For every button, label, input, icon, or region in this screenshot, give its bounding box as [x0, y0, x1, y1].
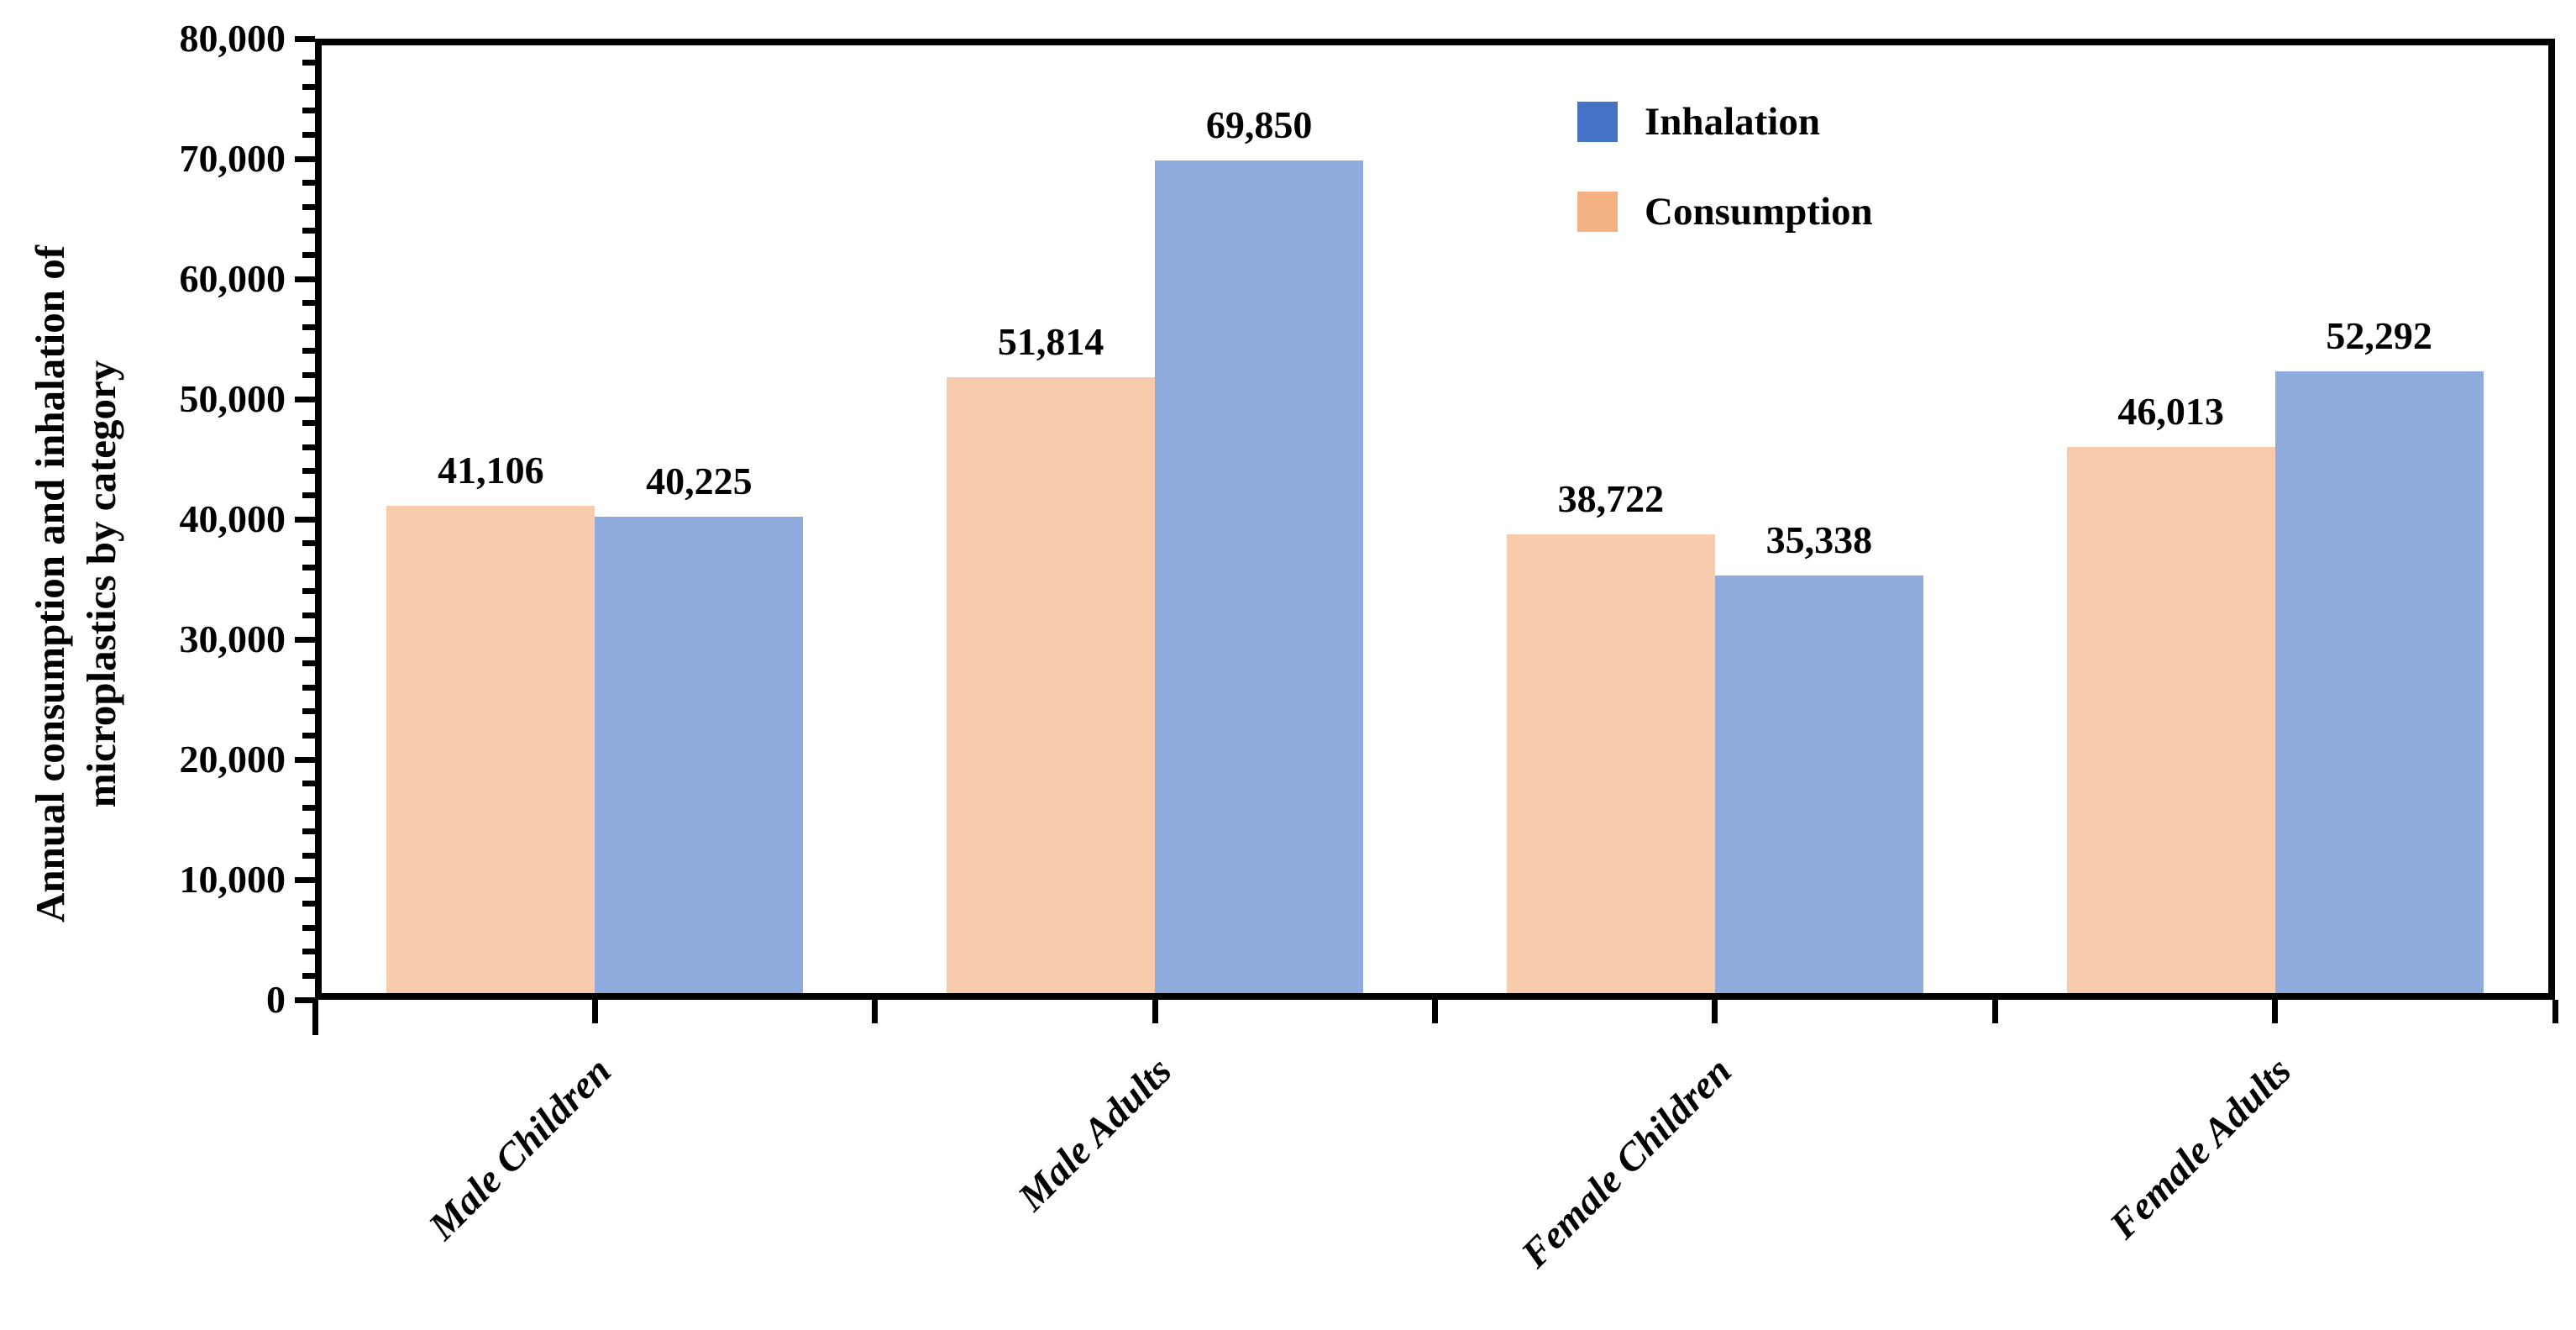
x-axis-tick: [2552, 1000, 2558, 1023]
value-label-consumption-3: 46,013: [2117, 390, 2224, 433]
y-tick-label: 20,000: [179, 738, 286, 781]
y-minor-tick: [302, 804, 315, 811]
y-minor-tick: [302, 612, 315, 618]
bar-inhalation-3: [2274, 371, 2484, 1000]
y-tick-label: 0: [266, 978, 286, 1021]
y-minor-tick: [302, 972, 315, 979]
y-tick-label: 40,000: [179, 497, 286, 540]
value-label-inhalation-0: 40,225: [646, 459, 753, 502]
y-major-tick: [295, 996, 315, 1003]
x-axis-tick: [312, 1000, 318, 1035]
legend-swatch-consumption: [1577, 192, 1618, 232]
y-tick-label: 60,000: [179, 257, 286, 300]
x-category-label-0: Male Children: [420, 1049, 620, 1249]
value-label-consumption-0: 41,106: [438, 449, 544, 492]
y-minor-tick: [302, 83, 315, 90]
bar-consumption-2: [1506, 534, 1715, 1000]
y-minor-tick: [302, 684, 315, 691]
y-minor-tick: [302, 492, 315, 498]
x-category-label-1: Male Adults: [1009, 1049, 1180, 1220]
y-tick-label: 30,000: [179, 618, 286, 660]
y-minor-tick: [302, 588, 315, 595]
y-tick-label: 70,000: [179, 137, 286, 180]
y-minor-tick: [302, 949, 315, 955]
x-axis-tick: [1152, 1000, 1158, 1023]
x-axis-tick: [1712, 1000, 1718, 1023]
bar-consumption-0: [386, 506, 595, 1000]
y-major-tick: [295, 155, 315, 162]
x-axis-tick: [1432, 1000, 1438, 1023]
legend: Inhalation Consumption: [1577, 101, 1873, 233]
y-minor-tick: [302, 131, 315, 138]
y-minor-tick: [302, 540, 315, 547]
y-minor-tick: [302, 660, 315, 667]
y-axis-title-line-2: microplastics by category: [78, 360, 124, 808]
y-minor-tick: [302, 924, 315, 931]
y-minor-tick: [302, 564, 315, 570]
y-major-tick: [295, 756, 315, 763]
y-minor-tick: [302, 203, 315, 210]
x-axis-tick: [591, 1000, 598, 1023]
y-minor-tick: [302, 444, 315, 450]
y-tick-label: 10,000: [179, 858, 286, 901]
x-category-label-2: Female Children: [1512, 1049, 1740, 1277]
y-tick-label: 50,000: [179, 377, 286, 420]
y-major-tick: [295, 876, 315, 883]
x-axis-tick: [2272, 1000, 2279, 1023]
y-minor-tick: [302, 348, 315, 355]
y-major-tick: [295, 276, 315, 282]
x-axis-tick: [872, 1000, 879, 1023]
y-minor-tick: [302, 901, 315, 907]
y-major-tick: [295, 396, 315, 402]
bar-consumption-1: [947, 377, 1156, 1000]
y-minor-tick: [302, 180, 315, 187]
legend-label: Inhalation: [1645, 100, 1820, 144]
legend-item-inhalation: Inhalation: [1577, 101, 1873, 143]
y-major-tick: [295, 35, 315, 42]
y-minor-tick: [302, 468, 315, 475]
y-minor-tick: [302, 828, 315, 835]
y-minor-tick: [302, 708, 315, 715]
y-major-tick: [295, 516, 315, 523]
value-label-consumption-2: 38,722: [1557, 477, 1665, 521]
y-minor-tick: [302, 420, 315, 427]
y-axis-title: Annual consumption and inhalation of mic…: [24, 245, 127, 923]
legend-swatch-inhalation: [1577, 102, 1618, 142]
legend-item-consumption: Consumption: [1577, 191, 1873, 233]
y-minor-tick: [302, 300, 315, 307]
bar-inhalation-0: [595, 516, 804, 1000]
value-label-inhalation-2: 35,338: [1765, 518, 1873, 561]
y-axis-title-line-1: Annual consumption and inhalation of: [27, 244, 73, 923]
bar-inhalation-2: [1714, 575, 1923, 1000]
y-minor-tick: [302, 781, 315, 787]
y-minor-tick: [302, 108, 315, 114]
legend-label: Consumption: [1645, 190, 1873, 234]
y-minor-tick: [302, 852, 315, 859]
bar-consumption-3: [2066, 447, 2275, 1000]
bar-inhalation-1: [1155, 160, 1364, 1000]
y-tick-label: 80,000: [179, 17, 286, 60]
y-minor-tick: [302, 732, 315, 739]
y-minor-tick: [302, 251, 315, 258]
y-minor-tick: [302, 228, 315, 234]
y-minor-tick: [302, 60, 315, 66]
x-category-label-3: Female Adults: [2101, 1049, 2301, 1248]
y-minor-tick: [302, 371, 315, 378]
value-label-inhalation-1: 69,850: [1205, 103, 1313, 147]
value-label-consumption-1: 51,814: [997, 320, 1104, 364]
y-minor-tick: [302, 323, 315, 330]
y-major-tick: [295, 636, 315, 643]
x-axis-tick: [1991, 1000, 1998, 1023]
value-label-inhalation-3: 52,292: [2326, 314, 2432, 358]
